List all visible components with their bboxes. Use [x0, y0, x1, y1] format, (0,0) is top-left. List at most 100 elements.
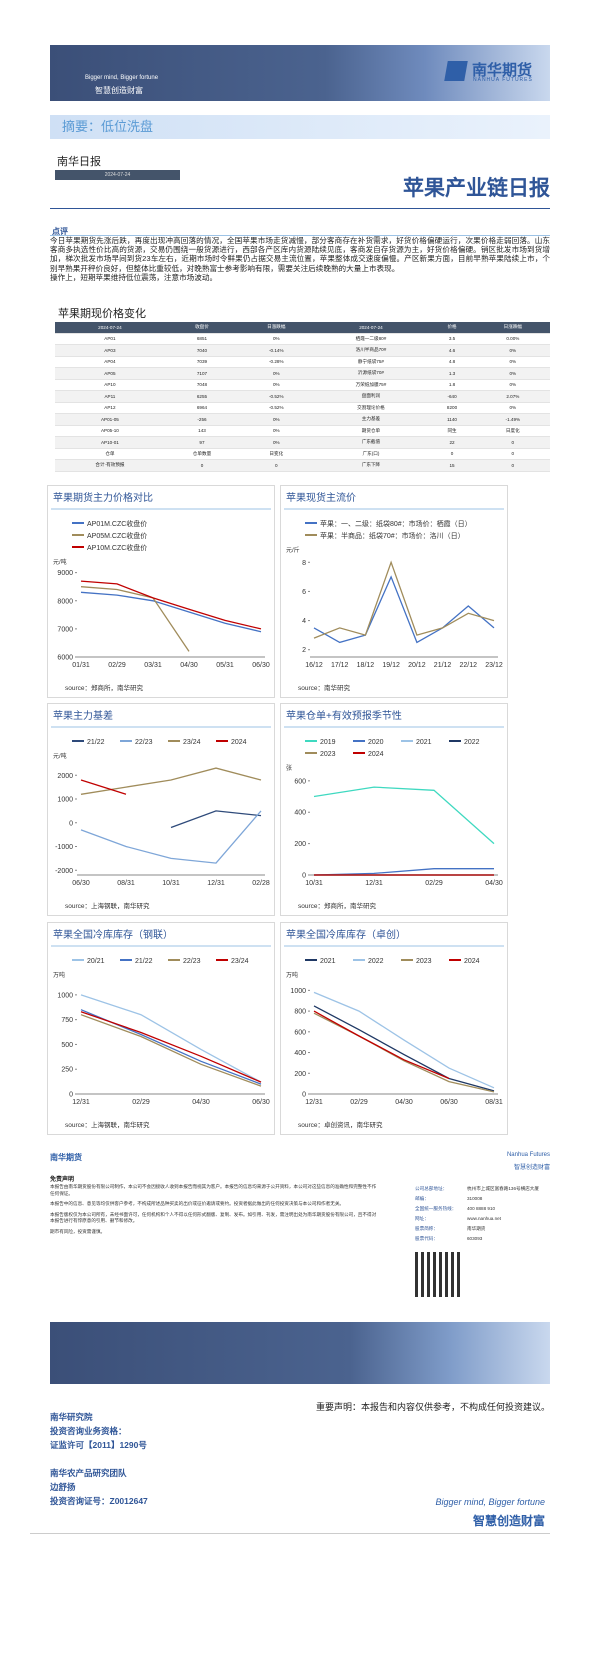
disclaimer-slogan: 智慧创造财富 — [513, 1165, 550, 1171]
disclaimer: 南华期货 Nanhua Futures 智慧创造财富 免责声明 本报告由南华期货… — [50, 1152, 550, 1312]
header-cell: 2024-07-24 — [55, 322, 165, 334]
legend-label: 2024 — [231, 739, 247, 746]
table-cell: 8200 — [428, 402, 476, 414]
table-cell: 交割理论价格 — [313, 402, 429, 414]
chart-source: source：上海钢联，南华研究 — [65, 1120, 150, 1129]
y-tick-label: 0 — [69, 1092, 73, 1099]
x-tick-label: 02/29 — [350, 1099, 368, 1106]
legend-label: 2022 — [368, 958, 384, 965]
x-tick-label: 23/12 — [485, 662, 503, 669]
disclaimer-paragraph: 期市有风险，投资需谨慎。 — [50, 1228, 106, 1234]
x-tick-label: 02/29 — [425, 880, 443, 887]
price-table: 2024-07-24 收盘价 日涨跌幅 2024-07-24 价格 日涨跌幅 AP01 685… — [55, 322, 550, 472]
table-cell: AP03 — [55, 344, 165, 357]
table-cell: 广东截值 — [313, 436, 429, 449]
table-cell: 主力基差 — [313, 413, 429, 426]
table-cell: 4.6 — [428, 344, 476, 357]
y-axis-label: 元/吨 — [53, 752, 67, 760]
y-tick-label: 400 — [294, 810, 306, 817]
table-cell: -0.14% — [239, 344, 314, 357]
table-cell: 1140 — [428, 413, 476, 426]
table-cell: 0% — [239, 367, 314, 380]
contacts: 南华研究院 投资咨询业务资格： 证监许可【2011】1290号 南华农产品研究团队 边舒… — [50, 1410, 148, 1508]
contact-row: 公司总部地址： 杭州市上城区富春路136号横店大厦 — [415, 1184, 550, 1194]
table-row: AP05 7107 0% 沂源纸袋70# 1.3 0% — [55, 367, 550, 380]
contact-line: 投资咨询业务资格： — [50, 1426, 127, 1436]
comment-paragraph: 操作上，短期苹果维持低位震荡，注意市场波动。 — [50, 272, 218, 282]
chart-source: source：卓创资讯，南华研究 — [298, 1120, 383, 1129]
table-cell: 广东下降 — [313, 459, 429, 472]
slogan-en: Bigger mind, Bigger fortune — [85, 75, 159, 81]
table-cell: 0% — [239, 436, 314, 449]
table-cell: 沂源纸袋70# — [313, 367, 429, 380]
y-tick-label: -2000 — [55, 868, 73, 875]
y-tick-label: 0 — [69, 820, 73, 827]
x-tick-label: 12/31 — [305, 1099, 323, 1106]
x-tick-label: 08/31 — [485, 1099, 503, 1106]
y-tick-label: 4 — [302, 618, 306, 625]
table-cell: 1.3 — [428, 367, 476, 380]
contact-row: 股票简称： 南华期货 — [415, 1224, 550, 1234]
chart-title: 苹果现货主流价 — [286, 491, 356, 504]
disclaimer-paragraph: 本报告版权仅为本公司所有，未经书面许可，任何机构和个人不得以任何形式翻版、复制、… — [50, 1211, 377, 1224]
table-cell: 0 — [475, 459, 550, 472]
legend-label: 2024 — [464, 958, 480, 965]
table-row: AP04 7039 -0.28% 静宁纸袋75# 4.8 0% — [55, 356, 550, 368]
x-tick-label: 02/28 — [252, 880, 270, 887]
table-cell: 0 — [428, 448, 476, 460]
series-line — [80, 779, 127, 795]
header-cell: 2024-07-24 — [313, 322, 429, 334]
table-row: 合计·有效预报 0 0 广东下降 15 0 — [55, 459, 550, 472]
table-cell: -0.52% — [239, 402, 314, 414]
legend-label: 2023 — [320, 751, 336, 758]
table-cell: 6851 — [164, 333, 240, 345]
contact-key: 网址： — [415, 1216, 429, 1221]
panel-frame — [280, 485, 508, 698]
table-cell: 7048 — [164, 379, 240, 391]
legend-label: 22/23 — [135, 739, 153, 746]
y-tick-label: 200 — [294, 1071, 306, 1078]
table-cell: 0% — [475, 356, 550, 368]
legend-label: AP01M.CZC收盘价 — [87, 519, 147, 528]
x-tick-label: 02/29 — [132, 1099, 150, 1106]
table-cell: 0 — [475, 448, 550, 460]
header-banner: Bigger mind, Bigger fortune 智慧创造财富 南华期货 … — [50, 45, 550, 101]
logo: 南华期货 NANHUA FUTURES — [444, 59, 542, 89]
x-tick-label: 12/31 — [207, 880, 225, 887]
contact-value: 310008 — [467, 1196, 483, 1201]
table-cell: 7040 — [164, 344, 240, 357]
table-cell: 栖霞一二级80# — [313, 333, 429, 345]
contact-value: 南华期货 — [467, 1226, 486, 1231]
logo-mark — [444, 61, 468, 81]
chart-panel: 苹果全国冷库库存（卓创） 2021 2022 2023 2024 万吨 0 200 400 600… — [280, 922, 508, 1135]
table-cell: 日变化 — [239, 448, 314, 460]
panel-frame — [47, 703, 275, 916]
contact-value: www.nanhua.net — [467, 1216, 501, 1221]
disclaimer-logo: 南华期货 — [50, 1153, 82, 1162]
y-axis-label: 元/斤 — [286, 546, 300, 554]
contact-row: 股票代码： 603093 — [415, 1234, 550, 1244]
panel-frame — [280, 703, 508, 916]
table-cell: 3.5 — [428, 333, 476, 345]
legend-label: 苹果：一、二级：纸袋80#：市场价：栖霞（日） — [320, 519, 472, 528]
disclaimer-paragraph: 本报告中的信息、意见等均仅供客户参考，不构成所述品种买卖的出价或征价邀请或要约。… — [50, 1201, 345, 1206]
table-cell: AP01 — [55, 333, 165, 345]
x-tick-label: 12/31 — [72, 1099, 90, 1106]
y-axis-label: 万吨 — [286, 971, 298, 979]
slogan-cn: 智慧创造财富 — [95, 86, 143, 95]
table-cell: 0 — [239, 459, 314, 472]
table-cell: 盘面利润 — [313, 390, 429, 403]
footer-banner — [50, 1322, 550, 1384]
chart-title: 苹果期货主力价格对比 — [53, 491, 153, 504]
legend-label: 2021 — [416, 739, 432, 746]
y-tick-label: 600 — [294, 778, 306, 785]
table-cell: 4.8 — [428, 356, 476, 368]
chart-source: source：上海钢联，南华研究 — [65, 901, 150, 910]
series-line — [313, 575, 495, 644]
comment-paragraph: 今日苹果期货先涨后跌，再度出现冲高回落的情况，全国苹果市场走货减慢，部分客商存在… — [50, 236, 550, 273]
x-tick-label: 04/30 — [192, 1099, 210, 1106]
table-header: 2024-07-24 收盘价 日涨跌幅 2024-07-24 价格 日涨跌幅 — [55, 322, 550, 334]
x-tick-label: 08/31 — [117, 880, 135, 887]
series-line — [170, 810, 262, 829]
series-line — [313, 1005, 495, 1092]
